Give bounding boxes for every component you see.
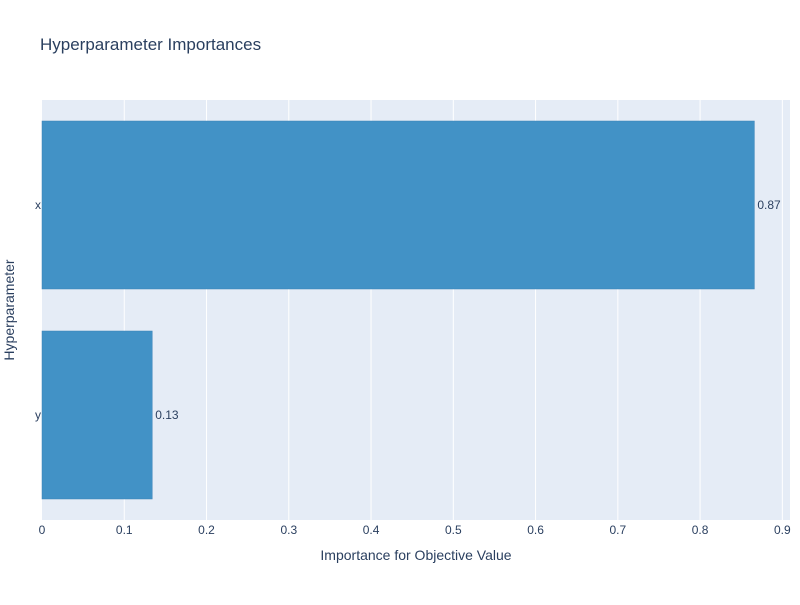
value-label-x: 0.87 xyxy=(757,198,781,212)
x-tick-label: 0.4 xyxy=(363,523,380,537)
y-tick-label-x: x xyxy=(35,198,41,212)
x-tick-label: 0.3 xyxy=(280,523,297,537)
x-tick-label: 0.2 xyxy=(198,523,215,537)
value-label-y: 0.13 xyxy=(155,408,179,422)
y-axis-ticks: yx xyxy=(35,198,41,422)
x-tick-label: 0.6 xyxy=(527,523,544,537)
x-axis-title: Importance for Objective Value xyxy=(320,547,511,563)
bars xyxy=(41,120,755,500)
chart-title: Hyperparameter Importances xyxy=(40,35,261,54)
y-tick-label-y: y xyxy=(35,408,41,422)
y-axis-title: Hyperparameter xyxy=(1,259,17,360)
x-tick-label: 0 xyxy=(39,523,46,537)
x-tick-label: 0.8 xyxy=(692,523,709,537)
bar-y[interactable] xyxy=(41,330,153,500)
bar-x[interactable] xyxy=(41,120,755,290)
x-axis-ticks: 0 0.1 0.2 0.3 0.4 0.5 0.6 0.7 0.8 0.9 xyxy=(39,523,791,537)
x-tick-label: 0.9 xyxy=(774,523,791,537)
x-tick-label: 0.5 xyxy=(445,523,462,537)
x-tick-label: 0.7 xyxy=(609,523,626,537)
value-labels: 0.13 0.87 xyxy=(155,198,781,422)
x-tick-label: 0.1 xyxy=(116,523,133,537)
